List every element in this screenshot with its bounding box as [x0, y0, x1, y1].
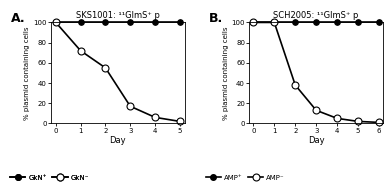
Text: B.: B. [209, 12, 223, 25]
Legend: GkN⁺, GkN⁻: GkN⁺, GkN⁻ [7, 172, 91, 183]
X-axis label: Day: Day [109, 136, 126, 145]
Legend: AMP⁺, AMP⁻: AMP⁺, AMP⁻ [203, 172, 287, 183]
Title: SCH2005: ¹¹GlmS⁺ p: SCH2005: ¹¹GlmS⁺ p [273, 11, 359, 20]
Y-axis label: % plasmid containing cells: % plasmid containing cells [223, 26, 229, 120]
X-axis label: Day: Day [308, 136, 325, 145]
Title: SKS1001: ¹¹GlmS⁺ p: SKS1001: ¹¹GlmS⁺ p [76, 11, 160, 20]
Text: A.: A. [11, 12, 25, 25]
Y-axis label: % plasmid containing cells: % plasmid containing cells [24, 26, 30, 120]
